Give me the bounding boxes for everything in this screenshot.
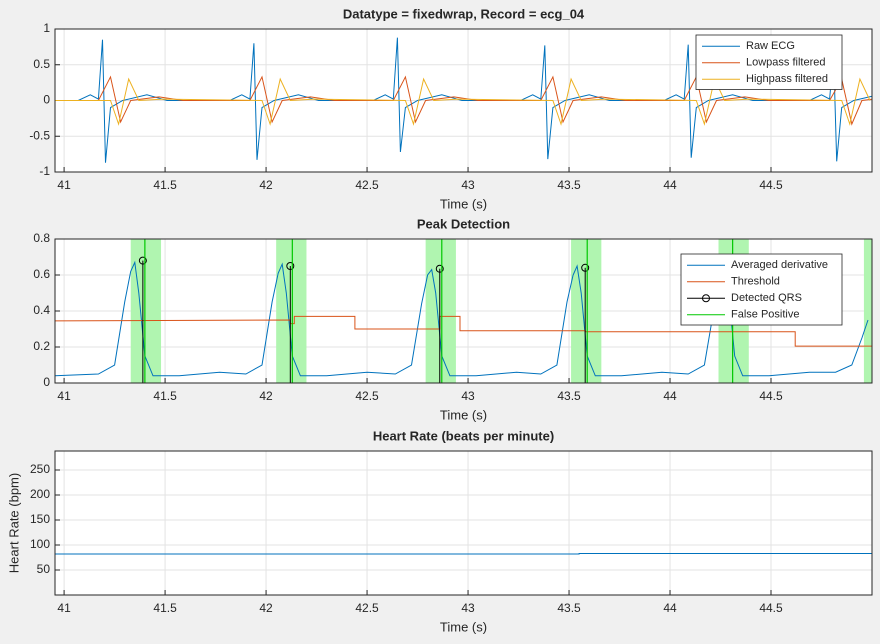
stem-marker (581, 263, 590, 272)
highlight-region (863, 239, 872, 383)
chart-title: Peak Detection (417, 216, 510, 231)
y-tick-label: 0.8 (33, 231, 50, 245)
chart-title: Heart Rate (beats per minute) (373, 428, 554, 443)
x-axis-label: Time (s) (440, 196, 487, 211)
axes-box (54, 238, 873, 384)
stem-marker (286, 262, 295, 270)
x-tick-label: 42 (259, 601, 273, 615)
highlight-region (276, 239, 307, 383)
legend-marker (702, 294, 710, 303)
x-tick-label: 41.5 (153, 389, 177, 403)
y-axis-label: Heart Rate (bpm) (6, 473, 21, 573)
axes-box (54, 28, 873, 173)
legend-label: False Positive (731, 309, 799, 321)
x-tick-label: 44 (663, 389, 677, 403)
legend-label: Highpass filtered (746, 73, 828, 85)
x-tick-label: 41.5 (153, 601, 177, 615)
y-tick-label: -0.5 (29, 128, 50, 142)
y-tick-label: 150 (30, 512, 50, 526)
legend-label: Threshold (731, 276, 780, 288)
legend-label: Averaged derivative (731, 259, 828, 271)
legend-label: Lowpass filtered (746, 57, 826, 69)
x-tick-label: 43 (461, 178, 475, 192)
x-tick-label: 43.5 (557, 178, 581, 192)
x-tick-label: 44.5 (759, 178, 783, 192)
x-tick-label: 43 (461, 389, 475, 403)
x-tick-label: 42 (259, 389, 273, 403)
y-tick-label: 1 (43, 21, 50, 35)
x-tick-label: 42.5 (355, 601, 379, 615)
y-tick-label: 0.6 (33, 267, 50, 281)
y-tick-label: 0 (43, 93, 50, 107)
y-tick-label: 200 (30, 487, 50, 501)
stem-marker (435, 264, 444, 273)
y-tick-label: 50 (37, 562, 51, 576)
axes-background (55, 451, 872, 595)
legend-label: Raw ECG (746, 40, 795, 52)
x-tick-label: 44 (663, 601, 677, 615)
x-axis-label: Time (s) (440, 619, 487, 634)
x-tick-label: 44.5 (759, 389, 783, 403)
y-tick-label: 250 (30, 462, 50, 476)
plot-area (55, 239, 872, 383)
x-tick-label: 43.5 (557, 389, 581, 403)
legend-box (680, 253, 843, 326)
plot-area (55, 37, 872, 163)
chart-title: Datatype = fixedwrap, Record = ecg_04 (343, 6, 585, 21)
y-tick-label: 100 (30, 537, 50, 551)
x-tick-label: 41.5 (153, 178, 177, 192)
x-tick-label: 43.5 (557, 601, 581, 615)
y-tick-label: -1 (39, 164, 50, 178)
x-tick-label: 41 (57, 601, 71, 615)
highlight-region (571, 239, 602, 383)
y-tick-label: 0.2 (33, 339, 50, 353)
data-line (55, 553, 872, 555)
x-tick-label: 43 (461, 601, 475, 615)
highlight-region (425, 239, 456, 383)
x-tick-label: 44.5 (759, 601, 783, 615)
x-tick-label: 42 (259, 178, 273, 192)
x-tick-label: 41 (57, 178, 71, 192)
data-line (55, 75, 872, 126)
x-tick-label: 42.5 (355, 389, 379, 403)
y-tick-label: 0 (43, 375, 50, 389)
y-tick-label: 0.4 (33, 303, 50, 317)
stem-marker (138, 256, 147, 265)
plot-area (55, 553, 872, 555)
data-line (55, 77, 871, 126)
x-tick-label: 42.5 (355, 178, 379, 192)
x-tick-label: 44 (663, 178, 677, 192)
y-tick-label: 0.5 (33, 57, 50, 71)
x-tick-label: 41 (57, 389, 71, 403)
axes-box (54, 450, 873, 596)
x-axis-label: Time (s) (440, 407, 487, 422)
legend-label: Detected QRS (731, 292, 802, 304)
